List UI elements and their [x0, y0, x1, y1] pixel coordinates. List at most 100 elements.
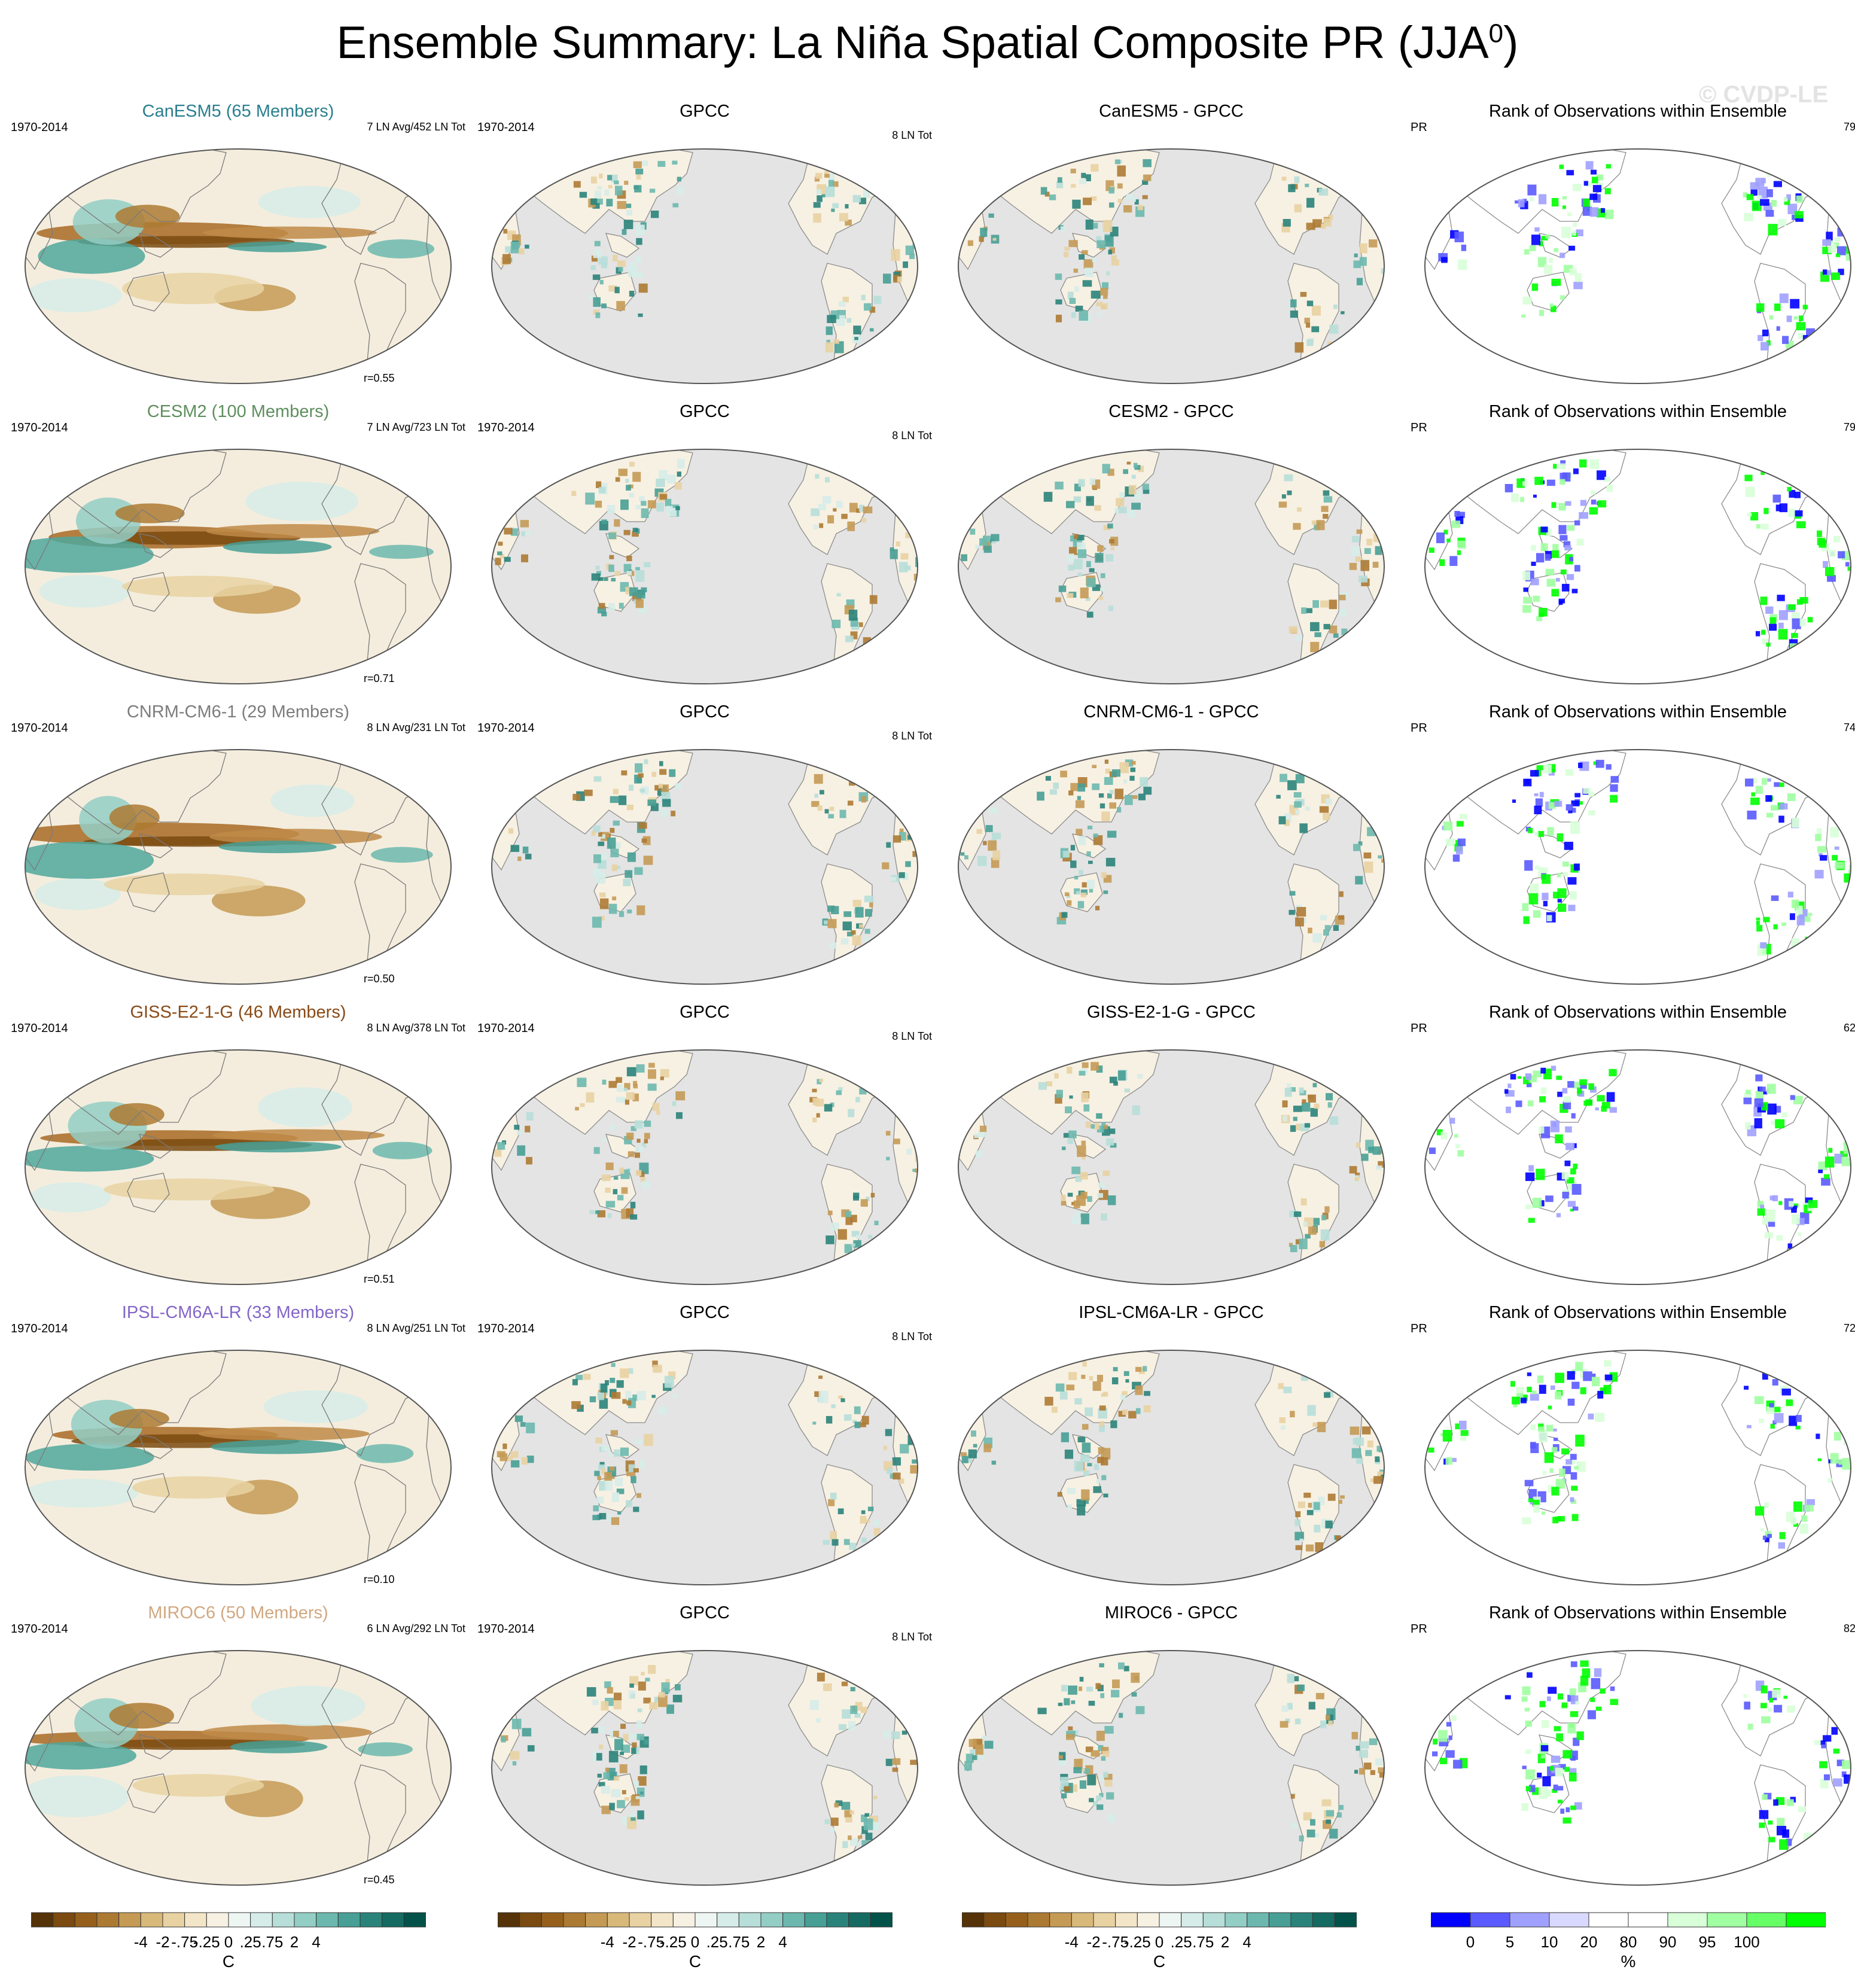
colorbar-swatch [31, 1912, 54, 1928]
colorbar-tick: -.25 [659, 1933, 687, 1951]
map-panel-obs: GPCC 1970-2014 8 LN Tot [477, 1003, 932, 1302]
figure-title: Ensemble Summary: La Niña Spatial Compos… [0, 17, 1855, 69]
panel-title: CESM2 (100 Members) [147, 402, 330, 421]
event-count: 8 LN Tot [892, 129, 932, 141]
colorbar-swatch [1312, 1912, 1335, 1928]
pattern-correlation: r=0.55 [364, 372, 395, 384]
colorbar-tick: -2 [156, 1933, 170, 1951]
colorbar-tick: 10 [1540, 1933, 1558, 1951]
map-panel-obs: GPCC 1970-2014 8 LN Tot [477, 702, 932, 1001]
colorbar-swatch [74, 1912, 98, 1928]
period-label: 1970-2014 [477, 1622, 535, 1636]
colorbar-model: -4 -2 -.75 -.25 0 .25.75 2 4 C [31, 1911, 426, 1983]
panel-title: Rank of Observations within Ensemble [1488, 1603, 1787, 1622]
variable-label: PR [1411, 721, 1427, 735]
rank-percent: 79% [1843, 421, 1855, 433]
panel-title: IPSL-CM6A-LR (33 Members) [121, 1303, 355, 1322]
colorbar-tick: -2 [622, 1933, 636, 1951]
map-diff [958, 1650, 1385, 1886]
period-label: 1970-2014 [11, 721, 68, 735]
colorbar-swatch [184, 1912, 207, 1928]
pattern-correlation: r=0.45 [364, 1874, 395, 1886]
map-panel-model: IPSL-CM6A-LR (33 Members) 1970-2014 8 LN A… [11, 1303, 465, 1602]
colorbar-tick: 0 [1155, 1933, 1164, 1951]
period-label: 1970-2014 [477, 121, 535, 134]
rank-percent: 82% [1843, 1622, 1855, 1634]
period-label: 1970-2014 [11, 421, 68, 434]
colorbar-swatch [1431, 1912, 1471, 1928]
map-diff [958, 449, 1385, 684]
colorbar-swatch [498, 1912, 520, 1928]
map-obs [491, 148, 918, 384]
map-panel-model: CESM2 (100 Members) 1970-2014 7 LN Avg/723… [11, 402, 465, 701]
period-label: 1970-2014 [11, 1022, 68, 1035]
colorbar-swatch [118, 1912, 141, 1928]
panel-title: CanESM5 - GPCC [1099, 102, 1244, 121]
colorbar-swatch [96, 1912, 120, 1928]
colorbar-swatch [717, 1912, 739, 1928]
colorbar-tick: 4 [1242, 1933, 1251, 1951]
rank-percent: 74% [1843, 721, 1855, 733]
colorbar-tick: 0 [1466, 1933, 1475, 1951]
colorbar-swatch [1225, 1912, 1248, 1928]
colorbar-swatch [1746, 1912, 1787, 1928]
colorbar-swatch [360, 1912, 383, 1928]
colorbar-tick: 80 [1619, 1933, 1637, 1951]
panel-title: Rank of Observations within Ensemble [1488, 402, 1787, 421]
map-rank [1424, 1650, 1851, 1886]
colorbar-swatch [382, 1912, 404, 1928]
panel-title: GISS-E2-1-G - GPCC [1087, 1003, 1256, 1022]
event-count: 7 LN Avg/452 LN Tot [367, 121, 465, 133]
period-label: 1970-2014 [11, 1322, 68, 1335]
colorbar-swatch [1071, 1912, 1094, 1928]
colorbar-tick: .75 [1192, 1933, 1214, 1951]
panel-title: MIROC6 - GPCC [1104, 1603, 1238, 1622]
colorbar-rank: 0 5 10 20 80 90 95 100% [1431, 1911, 1826, 1983]
panel-title: CNRM-CM6-1 (29 Members) [126, 702, 350, 721]
colorbar-tick: 0 [224, 1933, 233, 1951]
colorbar-swatch [250, 1912, 273, 1928]
map-panel-diff: CNRM-CM6-1 - GPCC [944, 702, 1399, 1001]
colorbar-tick: -.25 [1123, 1933, 1151, 1951]
colorbar-swatch [541, 1912, 564, 1928]
colorbar-tick: -.25 [193, 1933, 220, 1951]
map-panel-rank: Rank of Observations within Ensemble PR 62… [1411, 1003, 1855, 1302]
map-panel-model: MIROC6 (50 Members) 1970-2014 6 LN Avg/292… [11, 1603, 465, 1902]
colorbar-tick: 4 [778, 1933, 787, 1951]
colorbar-swatch [1202, 1912, 1226, 1928]
rank-percent: 79% [1843, 121, 1855, 133]
colorbar-swatch [316, 1912, 339, 1928]
colorbar-tick: 4 [312, 1933, 321, 1951]
panel-title: CESM2 - GPCC [1108, 402, 1234, 421]
event-count: 6 LN Avg/292 LN Tot [367, 1622, 465, 1634]
panel-title: Rank of Observations within Ensemble [1488, 1303, 1787, 1322]
colorbar-unit: C [222, 1952, 235, 1971]
pattern-correlation: r=0.10 [364, 1573, 395, 1585]
panel-title: CanESM5 (65 Members) [142, 102, 334, 121]
event-count: 8 LN Avg/378 LN Tot [367, 1022, 465, 1034]
colorbar-swatch [1093, 1912, 1116, 1928]
colorbar-swatches [962, 1912, 1357, 1928]
variable-label: PR [1411, 421, 1427, 434]
panel-title: GPCC [680, 1003, 730, 1022]
map-panel-diff: IPSL-CM6A-LR - GPCC [944, 1303, 1399, 1602]
map-obs [491, 449, 918, 684]
colorbar-swatch [1027, 1912, 1050, 1928]
colorbar-tick: 100 [1734, 1933, 1760, 1951]
colorbar-swatch [607, 1912, 630, 1928]
colorbar-swatch [1470, 1912, 1510, 1928]
colorbar-swatch [162, 1912, 185, 1928]
rank-percent: 62% [1843, 1022, 1855, 1034]
event-count: 8 LN Avg/251 LN Tot [367, 1322, 465, 1334]
map-panel-obs: GPCC 1970-2014 8 LN Tot [477, 1303, 932, 1602]
map-panel-diff: CanESM5 - GPCC [944, 102, 1399, 401]
panel-title: GPCC [680, 402, 730, 421]
colorbar-swatch [1115, 1912, 1138, 1928]
colorbar-swatch [782, 1912, 805, 1928]
title-text: Ensemble Summary: La Niña Spatial Compos… [336, 17, 1489, 68]
variable-label: PR [1411, 1622, 1427, 1636]
event-count: 8 LN Tot [892, 1631, 932, 1643]
panel-title: GPCC [680, 102, 730, 121]
event-count: 8 LN Tot [892, 1030, 932, 1042]
colorbar-swatch [1588, 1912, 1629, 1928]
